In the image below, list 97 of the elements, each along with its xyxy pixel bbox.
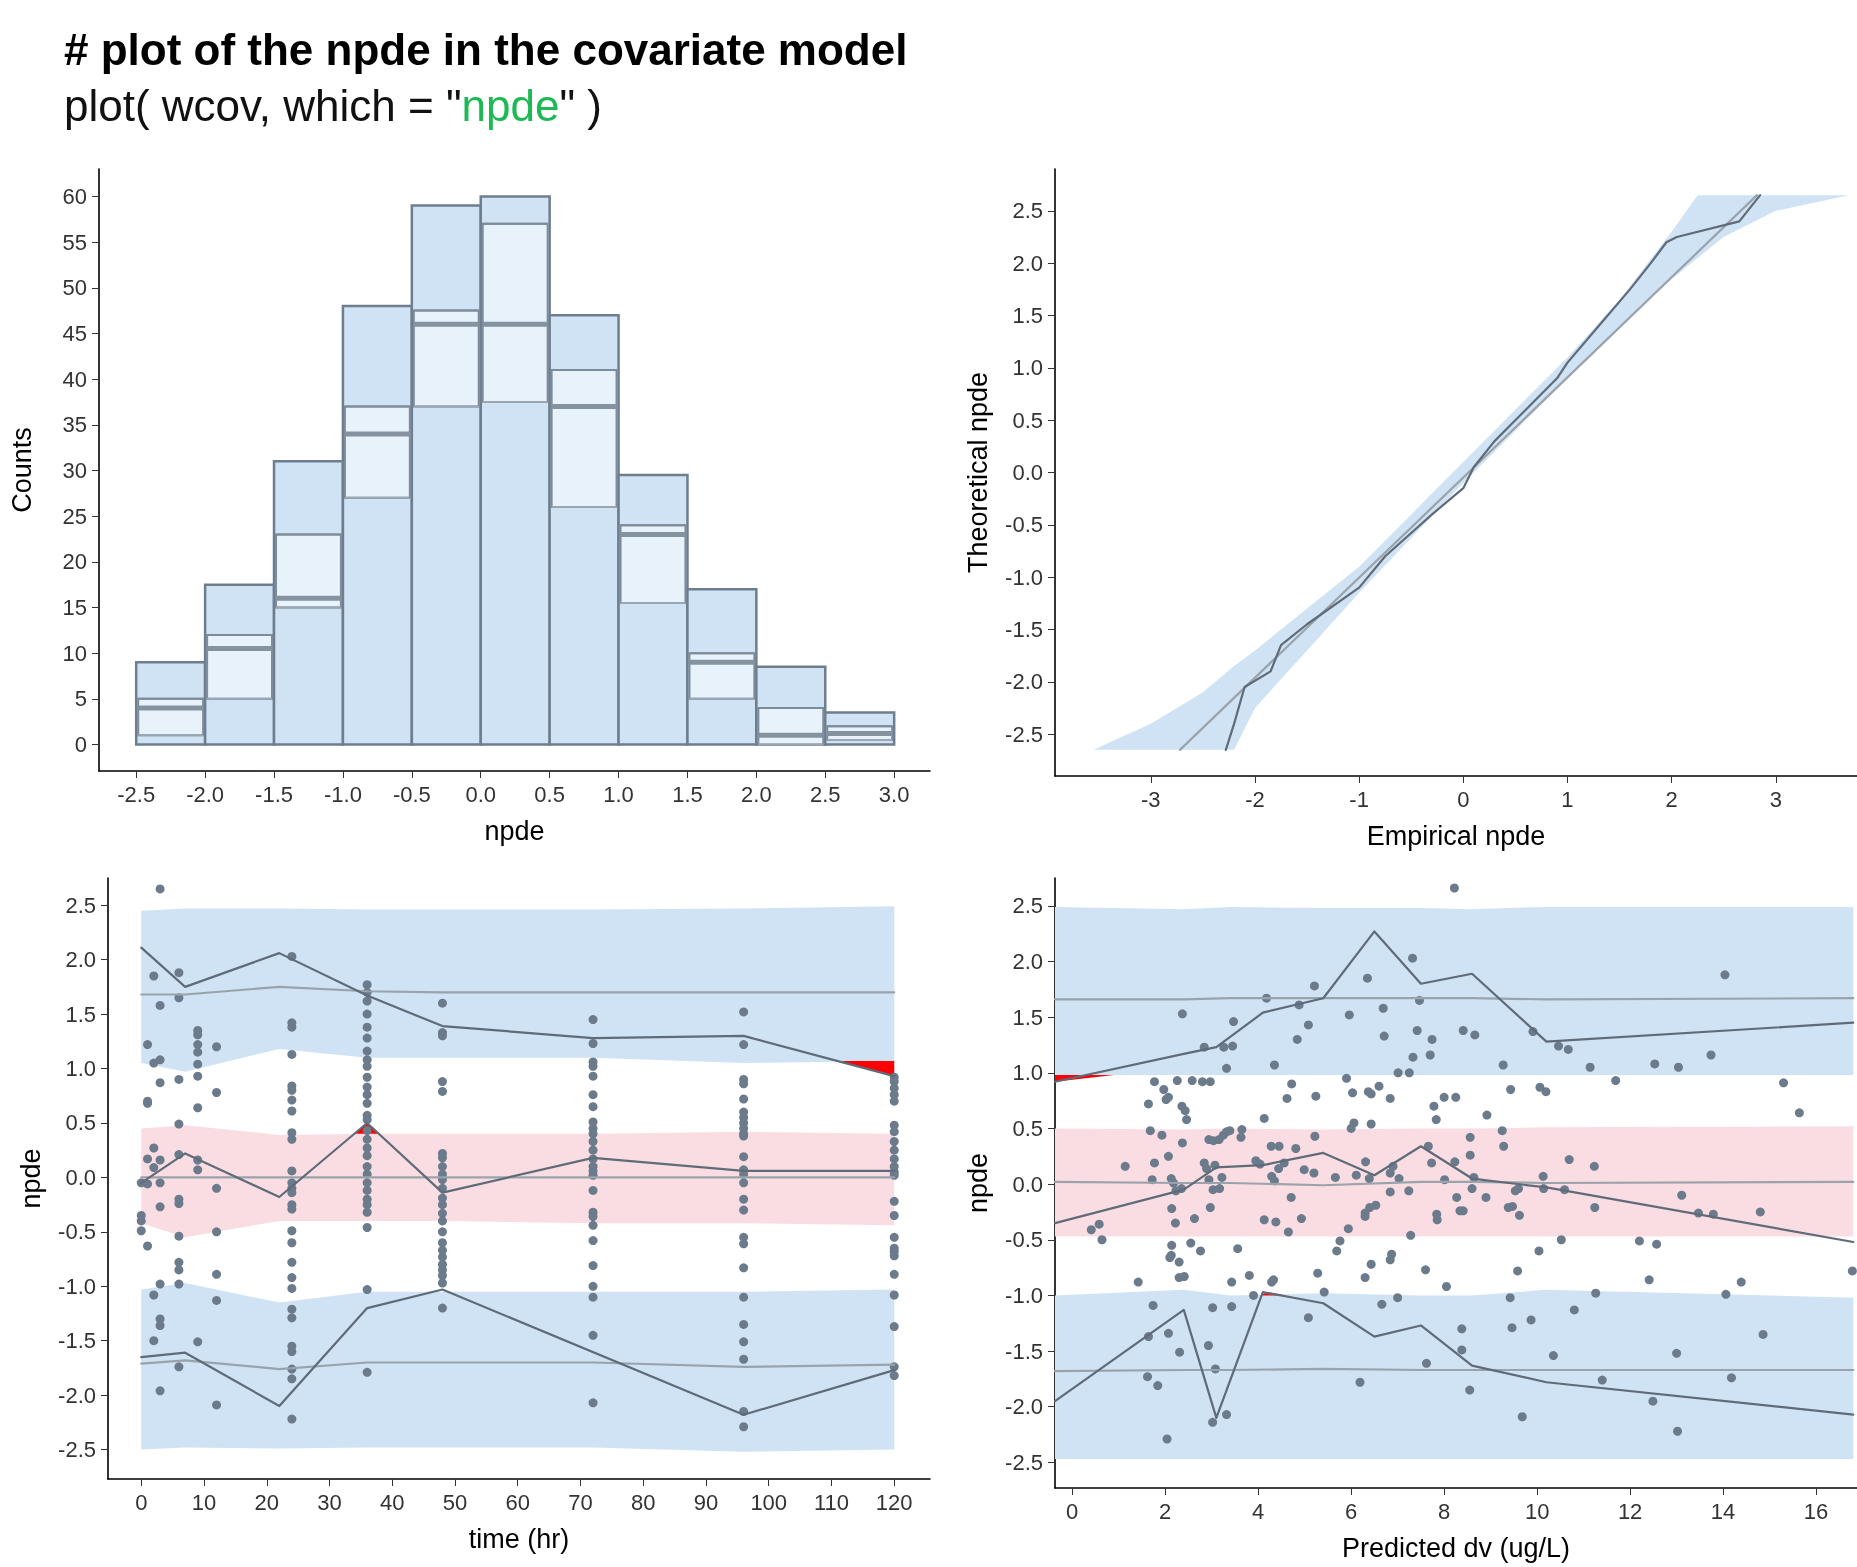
x-tick-label: 10 — [1524, 1498, 1550, 1524]
y-tick-label: 40 — [62, 366, 87, 392]
y-tick-label: 0.0 — [1012, 460, 1043, 485]
x-tick-label: 30 — [317, 1489, 342, 1515]
y-tick-label: 1.5 — [1012, 1004, 1043, 1030]
y-tick-label: -2.5 — [58, 1437, 96, 1463]
y-tick-label: 50 — [62, 275, 87, 301]
y-tick-label: 1.5 — [65, 1001, 96, 1027]
y-tick-label: -1.5 — [1005, 616, 1043, 642]
x-tick-label: 0 — [135, 1489, 148, 1515]
x-tick-label: 0.5 — [534, 781, 565, 807]
x-tick-label: -1 — [1349, 786, 1369, 812]
x-tick-label: 2.0 — [741, 781, 772, 807]
x-tick-label: 120 — [875, 1489, 913, 1515]
y-tick-label: 2.0 — [1012, 948, 1043, 974]
x-tick-label: 10 — [191, 1489, 217, 1515]
x-tick-label: 1.5 — [672, 781, 703, 807]
x-tick-label: 14 — [1710, 1498, 1736, 1524]
y-tick-label: 2.0 — [65, 947, 96, 973]
x-tick-label: 20 — [254, 1489, 279, 1515]
y-tick-label: 0.5 — [65, 1110, 96, 1136]
x-tick-label: 100 — [750, 1489, 788, 1515]
x-tick-label: 40 — [380, 1489, 405, 1515]
x-tick-label: 0 — [1066, 1498, 1079, 1524]
y-tick-label: -1.0 — [58, 1273, 96, 1299]
y-tick-label: -2.0 — [1005, 1394, 1043, 1420]
y-tick-label: 60 — [62, 183, 87, 209]
y-tick-label: -0.5 — [1005, 1227, 1043, 1253]
x-tick-label: 1.0 — [603, 781, 634, 807]
y-tick-label: -1.0 — [1005, 1282, 1043, 1308]
x-axis-title: Empirical npde — [1366, 820, 1546, 851]
y-tick-label: -1.5 — [58, 1328, 96, 1354]
y-tick-label: 1.0 — [1012, 1060, 1043, 1086]
x-axis-title: time (hr) — [468, 1523, 570, 1554]
y-axis-title: npde — [15, 1148, 46, 1209]
y-tick-label: -1.0 — [1005, 564, 1043, 590]
x-tick-label: 6 — [1345, 1498, 1358, 1524]
y-tick-label: 35 — [62, 412, 87, 438]
y-axis-title: Counts — [6, 427, 37, 513]
x-tick-label: -2 — [1245, 786, 1265, 812]
x-tick-label: 12 — [1617, 1498, 1643, 1524]
x-tick-label: 4 — [1252, 1498, 1265, 1524]
x-tick-label: 70 — [568, 1489, 593, 1515]
y-tick-label: 1.0 — [65, 1056, 96, 1082]
y-tick-label: -2.0 — [58, 1382, 96, 1408]
y-tick-label: -2.5 — [1005, 721, 1043, 747]
x-axis-title: Predicted dv (ug/L) — [1341, 1532, 1571, 1563]
chart-title: # plot of the npde in the covariate model — [64, 24, 908, 76]
x-tick-label: -3 — [1141, 786, 1161, 812]
x-tick-label: -2.0 — [186, 781, 225, 807]
y-tick-label: 2.5 — [65, 892, 96, 918]
x-tick-label: -2.5 — [117, 781, 156, 807]
x-tick-label: -1.0 — [323, 781, 362, 807]
x-tick-label: -0.5 — [392, 781, 431, 807]
x-tick-label: 90 — [693, 1489, 719, 1515]
y-tick-label: 5 — [74, 686, 87, 712]
y-tick-label: 45 — [62, 320, 87, 346]
y-axis-title: Theoretical npde — [962, 371, 993, 574]
y-tick-label: 2.0 — [1012, 250, 1043, 276]
x-tick-label: 50 — [442, 1489, 468, 1515]
x-tick-label: 0 — [1457, 786, 1470, 812]
y-tick-label: 0.0 — [1012, 1171, 1043, 1197]
y-tick-label: -2.5 — [1005, 1449, 1043, 1475]
y-tick-label: 0.5 — [1012, 407, 1043, 433]
x-tick-label: -1.5 — [255, 781, 293, 807]
y-tick-label: 30 — [62, 457, 87, 483]
y-tick-label: 2.5 — [1012, 893, 1043, 919]
y-tick-label: 25 — [62, 503, 87, 529]
x-tick-label: 80 — [631, 1489, 656, 1515]
x-tick-label: 2.5 — [809, 781, 841, 807]
x-tick-label: 8 — [1438, 1498, 1451, 1524]
y-tick-label: 2.5 — [1012, 198, 1043, 224]
y-tick-label: -0.5 — [1005, 512, 1043, 538]
x-tick-label: 110 — [813, 1489, 850, 1515]
y-axis-title: npde — [962, 1152, 993, 1214]
y-tick-label: 55 — [62, 229, 87, 255]
y-tick-label: 0.5 — [1012, 1115, 1043, 1141]
x-tick-label: 1 — [1561, 786, 1574, 812]
y-tick-label: 20 — [62, 549, 87, 575]
x-tick-label: 0.0 — [465, 781, 497, 807]
y-tick-label: 10 — [62, 640, 87, 666]
x-axis-title: npde — [484, 815, 545, 846]
chart-subtitle: plot( wcov, which = "npde" ) — [64, 80, 603, 132]
y-tick-label: -1.5 — [1005, 1338, 1043, 1364]
y-tick-label: -2.0 — [1005, 669, 1043, 695]
y-tick-label: -0.5 — [58, 1219, 96, 1245]
x-tick-label: 60 — [505, 1489, 530, 1515]
y-tick-label: 0 — [74, 732, 87, 758]
y-tick-label: 15 — [62, 594, 87, 620]
x-tick-label: 3 — [1769, 786, 1782, 812]
y-tick-label: 0.0 — [65, 1164, 96, 1190]
x-tick-label: 3.0 — [878, 781, 910, 807]
y-tick-label: 1.0 — [1012, 355, 1043, 381]
x-tick-label: 2 — [1665, 786, 1678, 812]
x-tick-label: 2 — [1159, 1498, 1172, 1524]
y-tick-label: 1.5 — [1012, 303, 1043, 329]
x-tick-label: 16 — [1803, 1498, 1829, 1524]
